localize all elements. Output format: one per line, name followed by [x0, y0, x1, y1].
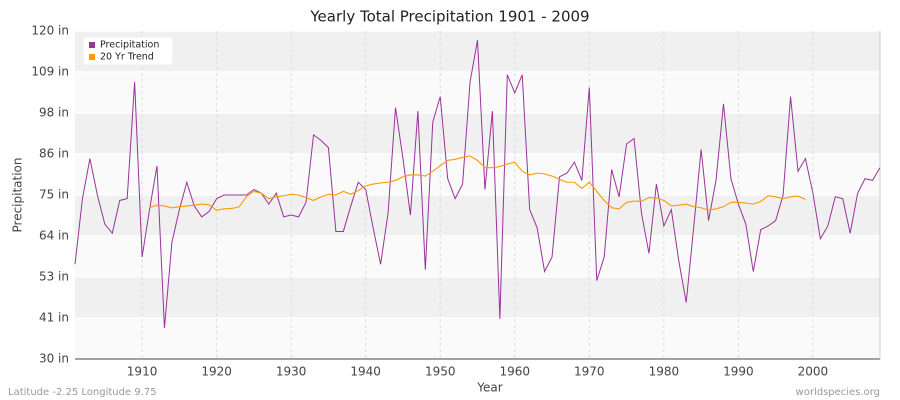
y-tick-label: 109 in	[31, 65, 69, 79]
footer-right: worldspecies.org	[796, 387, 880, 398]
grid-band	[75, 195, 880, 236]
legend-label: 20 Yr Trend	[100, 52, 154, 63]
y-tick-label: 98 in	[39, 106, 69, 120]
grid-band	[75, 277, 880, 318]
x-tick-label: 1980	[649, 365, 680, 379]
x-tick-label: 1970	[574, 365, 605, 379]
legend-label: Precipitation	[100, 40, 159, 51]
y-axis-label: Precipitation	[11, 157, 25, 232]
x-axis-label: Year	[476, 381, 502, 395]
y-tick-label: 53 in	[39, 270, 69, 284]
y-tick-label: 75 in	[39, 188, 69, 202]
series-line	[149, 155, 806, 211]
x-tick-label: 1960	[499, 365, 530, 379]
grid-band	[75, 31, 880, 72]
x-tick-label: 1930	[276, 365, 307, 379]
x-tick-label: 1950	[425, 365, 456, 379]
x-tick-label: 1940	[350, 365, 381, 379]
grid-band	[75, 113, 880, 154]
y-tick-label: 30 in	[39, 352, 69, 366]
y-tick-label: 120 in	[31, 24, 69, 38]
x-tick-label: 1990	[723, 365, 754, 379]
legend-swatch	[89, 42, 95, 48]
chart-title: Yearly Total Precipitation 1901 - 2009	[309, 8, 589, 26]
x-tick-label: 2000	[798, 365, 829, 379]
legend-box	[82, 36, 174, 66]
y-tick-label: 86 in	[39, 147, 69, 161]
x-tick-label: 1920	[201, 365, 232, 379]
legend-swatch	[89, 54, 95, 60]
series-line	[74, 40, 881, 329]
x-tick-label: 1910	[127, 365, 158, 379]
footer-left: Latitude -2.25 Longitude 9.75	[8, 387, 157, 398]
y-tick-label: 41 in	[39, 311, 69, 325]
y-tick-label: 64 in	[39, 229, 69, 243]
